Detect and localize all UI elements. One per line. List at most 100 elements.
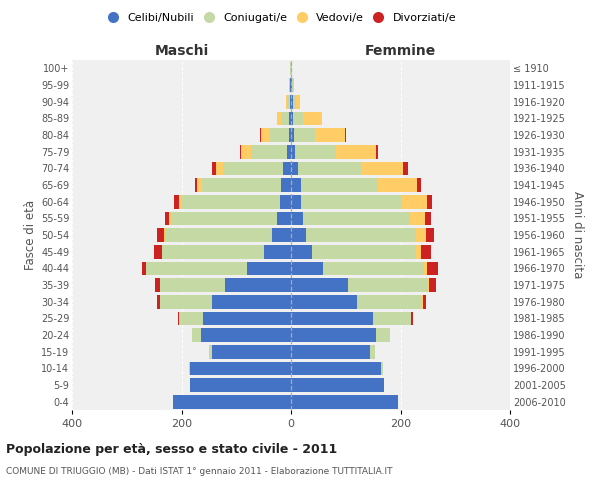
Bar xyxy=(312,245,416,258)
Bar xyxy=(291,195,301,208)
Bar xyxy=(170,212,277,225)
Bar xyxy=(292,78,293,92)
Bar xyxy=(179,195,182,208)
Bar xyxy=(295,145,337,158)
Bar xyxy=(212,295,291,308)
Bar xyxy=(412,312,413,325)
Bar xyxy=(377,178,417,192)
Bar xyxy=(289,128,291,142)
Bar xyxy=(403,162,407,175)
Bar xyxy=(157,228,164,242)
Bar xyxy=(291,345,370,358)
Bar xyxy=(307,228,416,242)
Bar xyxy=(164,228,165,242)
Bar xyxy=(291,145,295,158)
Text: COMUNE DI TRIUGGIO (MB) - Dati ISTAT 1° gennaio 2011 - Elaborazione TUTTITALIA.I: COMUNE DI TRIUGGIO (MB) - Dati ISTAT 1° … xyxy=(6,468,392,476)
Bar xyxy=(190,362,291,375)
Bar xyxy=(212,162,216,175)
Bar xyxy=(283,162,291,175)
Bar xyxy=(293,112,303,125)
Bar xyxy=(212,345,291,358)
Bar xyxy=(416,228,425,242)
Bar xyxy=(291,162,298,175)
Bar xyxy=(223,162,283,175)
Bar xyxy=(269,128,289,142)
Bar xyxy=(142,262,146,275)
Bar xyxy=(376,145,378,158)
Bar xyxy=(146,262,247,275)
Bar xyxy=(428,278,429,292)
Bar xyxy=(209,345,212,358)
Bar xyxy=(281,112,289,125)
Bar xyxy=(163,245,263,258)
Bar xyxy=(289,112,291,125)
Bar xyxy=(410,212,425,225)
Bar xyxy=(291,328,376,342)
Bar xyxy=(260,128,262,142)
Bar xyxy=(154,245,162,258)
Bar xyxy=(291,395,398,408)
Bar xyxy=(293,78,294,92)
Bar xyxy=(280,195,291,208)
Bar xyxy=(427,195,432,208)
Bar xyxy=(294,128,314,142)
Bar xyxy=(291,128,294,142)
Bar xyxy=(197,178,202,192)
Bar xyxy=(247,262,291,275)
Bar xyxy=(203,312,291,325)
Bar xyxy=(416,245,421,258)
Bar xyxy=(155,278,160,292)
Bar xyxy=(291,312,373,325)
Bar xyxy=(373,312,412,325)
Bar xyxy=(425,228,434,242)
Bar xyxy=(263,245,291,258)
Bar xyxy=(417,178,421,192)
Bar xyxy=(281,178,291,192)
Bar xyxy=(423,295,425,308)
Bar xyxy=(376,328,389,342)
Bar xyxy=(361,162,403,175)
Text: Maschi: Maschi xyxy=(154,44,209,58)
Bar xyxy=(301,195,402,208)
Bar xyxy=(175,195,179,208)
Bar xyxy=(194,178,197,192)
Bar xyxy=(314,128,344,142)
Bar xyxy=(291,295,357,308)
Bar xyxy=(429,278,436,292)
Bar xyxy=(287,95,290,108)
Bar xyxy=(337,145,376,158)
Bar xyxy=(349,278,428,292)
Bar xyxy=(241,145,251,158)
Bar xyxy=(182,195,280,208)
Legend: Celibi/Nubili, Coniugati/e, Vedovi/e, Divorziati/e: Celibi/Nubili, Coniugati/e, Vedovi/e, Di… xyxy=(103,8,461,28)
Bar xyxy=(251,145,287,158)
Bar xyxy=(178,312,179,325)
Bar xyxy=(262,128,269,142)
Bar xyxy=(200,328,291,342)
Bar xyxy=(425,212,431,225)
Bar xyxy=(303,212,410,225)
Bar xyxy=(291,212,303,225)
Bar xyxy=(179,312,203,325)
Bar xyxy=(173,395,291,408)
Bar xyxy=(291,378,384,392)
Bar xyxy=(239,145,241,158)
Bar xyxy=(344,128,346,142)
Bar xyxy=(424,262,427,275)
Bar xyxy=(169,212,170,225)
Text: Femmine: Femmine xyxy=(365,44,436,58)
Bar xyxy=(287,145,291,158)
Bar xyxy=(160,295,212,308)
Bar xyxy=(296,95,301,108)
Bar xyxy=(382,362,383,375)
Bar xyxy=(164,212,169,225)
Bar xyxy=(193,328,200,342)
Bar xyxy=(293,95,296,108)
Y-axis label: Anni di nascita: Anni di nascita xyxy=(571,192,584,278)
Bar xyxy=(370,345,375,358)
Bar xyxy=(226,278,291,292)
Bar xyxy=(290,95,291,108)
Bar xyxy=(402,195,427,208)
Bar xyxy=(291,278,349,292)
Bar xyxy=(291,178,301,192)
